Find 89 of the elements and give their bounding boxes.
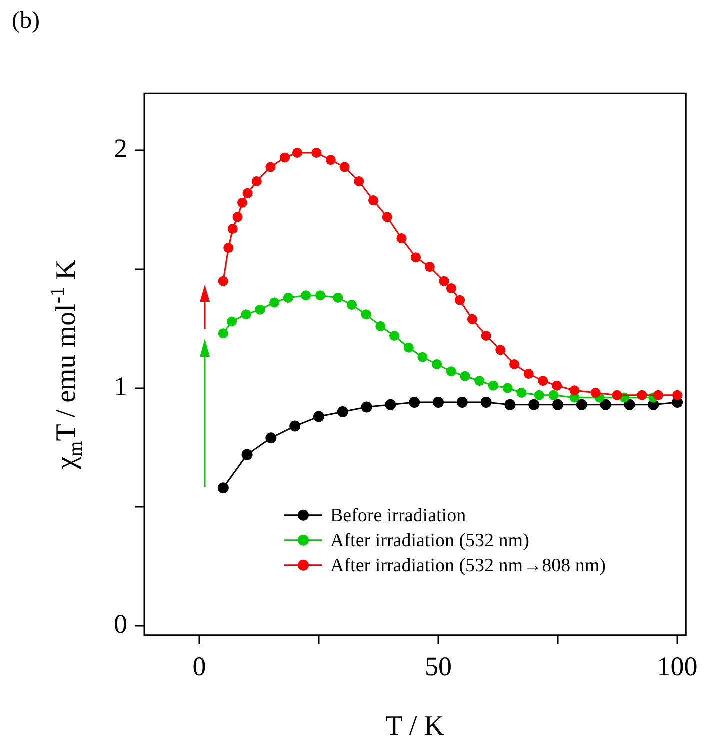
point — [376, 321, 386, 332]
x-axis-title: T / K — [386, 711, 444, 742]
point — [624, 399, 636, 410]
point — [446, 283, 456, 294]
point — [504, 399, 516, 410]
point — [312, 148, 322, 158]
point — [552, 380, 562, 391]
point — [612, 390, 622, 400]
point — [238, 198, 248, 208]
point — [570, 386, 580, 396]
point — [218, 482, 229, 494]
y-tick-label: 2 — [114, 134, 128, 164]
point — [496, 345, 506, 356]
point — [354, 176, 364, 187]
point — [552, 399, 564, 410]
point — [283, 292, 294, 303]
point — [409, 397, 420, 408]
point — [418, 352, 428, 362]
point — [224, 243, 234, 254]
point — [290, 420, 301, 432]
point — [315, 290, 326, 301]
point — [382, 212, 392, 222]
point — [266, 432, 277, 444]
point — [424, 262, 435, 272]
point — [455, 295, 466, 306]
x-tick-label: 0 — [192, 652, 206, 682]
point — [480, 397, 492, 408]
point — [474, 376, 485, 386]
point — [481, 330, 492, 341]
point — [433, 397, 444, 408]
point — [255, 304, 266, 315]
point — [590, 388, 601, 398]
y-axis-title: χmT / emu mol-1 K — [46, 260, 87, 470]
point — [361, 310, 372, 320]
point — [326, 155, 336, 166]
point — [411, 252, 422, 263]
point — [280, 152, 290, 163]
y-tick-label: 0 — [114, 608, 128, 639]
point — [270, 298, 280, 308]
point — [396, 234, 407, 244]
point — [510, 360, 520, 370]
point — [385, 399, 396, 410]
point — [534, 390, 544, 400]
point — [368, 196, 378, 206]
point — [292, 148, 302, 158]
point — [340, 162, 350, 172]
x-tick-label: 100 — [657, 652, 698, 682]
x-tick-label: 50 — [425, 652, 452, 682]
point — [439, 276, 450, 286]
point — [637, 390, 648, 400]
point — [232, 212, 243, 222]
point — [346, 300, 357, 310]
point — [361, 402, 372, 413]
point — [313, 411, 324, 422]
point — [432, 360, 442, 370]
point — [218, 328, 228, 339]
point — [467, 314, 478, 324]
point — [404, 342, 414, 353]
legend-label: Before irradiation — [330, 505, 467, 526]
point — [576, 399, 588, 410]
point — [653, 390, 664, 400]
point — [538, 376, 548, 386]
point — [242, 188, 253, 198]
point — [228, 224, 238, 234]
point — [390, 330, 400, 341]
point — [456, 397, 468, 408]
point — [446, 366, 456, 377]
point — [460, 371, 470, 382]
point — [337, 406, 348, 418]
legend-label: After irradiation (532 nm→808 nm) — [330, 555, 606, 576]
point — [226, 316, 237, 327]
point — [528, 399, 540, 410]
point — [266, 162, 276, 172]
y-tick-label: 1 — [114, 371, 128, 402]
point — [524, 369, 534, 380]
point — [600, 399, 612, 410]
point — [241, 310, 252, 320]
point — [488, 380, 498, 391]
point — [333, 292, 344, 303]
point — [548, 390, 559, 400]
point — [301, 290, 312, 301]
point — [516, 388, 527, 398]
point — [242, 449, 253, 460]
point — [218, 276, 228, 286]
point — [502, 383, 513, 394]
point — [252, 176, 262, 187]
chart-title: (b) — [12, 8, 40, 34]
legend-label: After irradiation (532 nm) — [330, 530, 530, 552]
point — [672, 390, 683, 400]
